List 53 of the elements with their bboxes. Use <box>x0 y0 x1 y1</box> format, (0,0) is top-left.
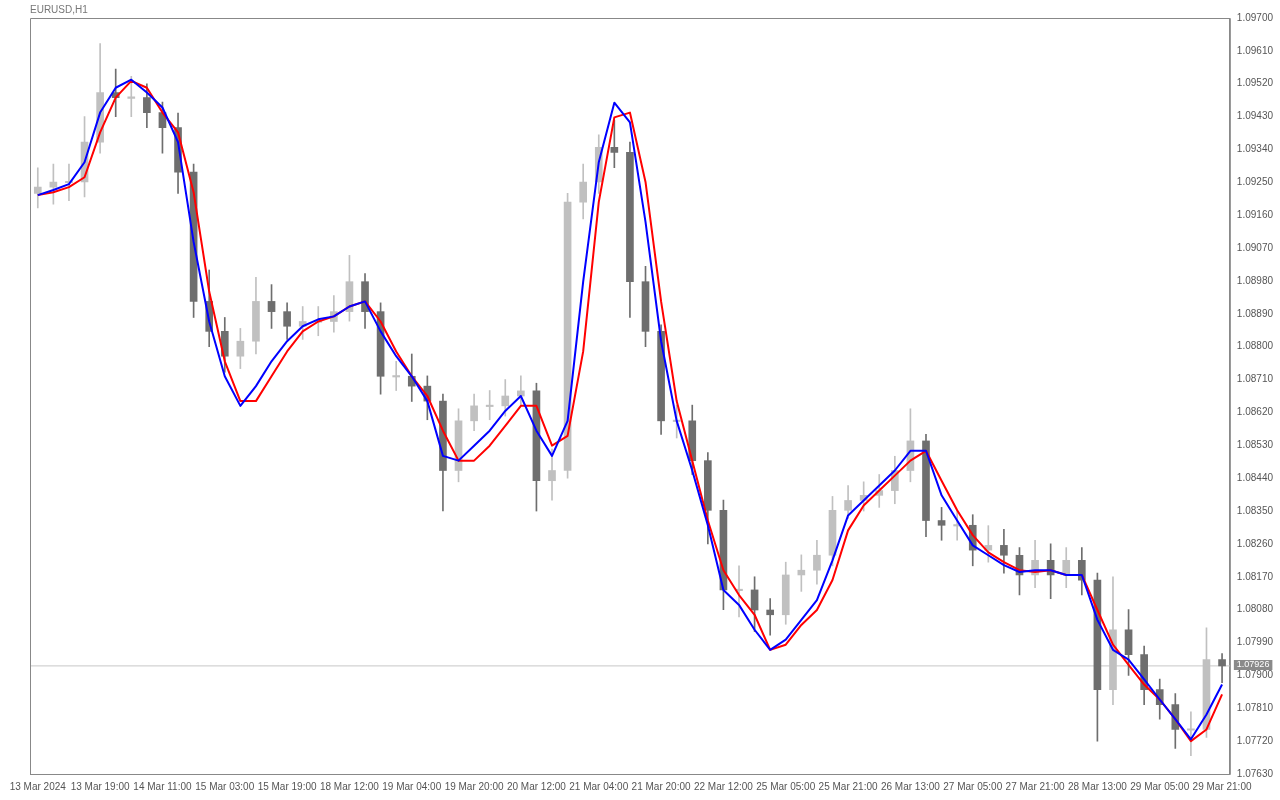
x-tick-label: 28 Mar 13:00 <box>1067 780 1128 792</box>
x-tick-label: 21 Mar 04:00 <box>569 780 629 792</box>
y-tick-label: 1.09340 <box>1236 143 1274 155</box>
x-tick-label: 25 Mar 21:00 <box>818 780 878 792</box>
x-tick-label: 20 Mar 12:00 <box>506 780 567 792</box>
chart-title: EURUSD,H1 <box>30 3 89 15</box>
y-tick-label: 1.09160 <box>1236 208 1274 220</box>
candlestick <box>485 390 494 421</box>
y-tick-label: 1.07990 <box>1236 636 1274 648</box>
candlestick <box>127 76 136 117</box>
y-tick-label: 1.08710 <box>1236 373 1274 385</box>
x-tick-label: 27 Mar 05:00 <box>943 780 1003 792</box>
candlestick <box>766 598 774 636</box>
candlestick <box>33 167 42 209</box>
x-tick-label: 21 Mar 20:00 <box>631 780 691 792</box>
x-tick-label: 25 Mar 05:00 <box>756 780 816 792</box>
y-tick-label: 1.09700 <box>1236 11 1274 23</box>
y-tick-label: 1.08350 <box>1236 504 1274 516</box>
y-tick-label: 1.07810 <box>1236 702 1274 714</box>
x-tick-label: 13 Mar 19:00 <box>70 780 131 792</box>
x-tick-label: 13 Mar 2024 <box>9 780 67 792</box>
x-tick-label: 18 Mar 12:00 <box>319 780 380 792</box>
candlestick <box>1218 653 1226 684</box>
y-tick-label: 1.09070 <box>1236 241 1274 253</box>
x-tick-label: 19 Mar 20:00 <box>444 780 504 792</box>
candlestick <box>1187 711 1195 757</box>
x-tick-label: 29 Mar 21:00 <box>1192 780 1252 792</box>
y-tick-label: 1.07900 <box>1236 669 1274 681</box>
y-tick-label: 1.08800 <box>1236 340 1274 352</box>
y-tick-label: 1.07720 <box>1236 734 1274 746</box>
ref-line-label: 1.07926 <box>1236 659 1270 670</box>
x-tick-label: 29 Mar 05:00 <box>1130 780 1190 792</box>
y-tick-label: 1.08260 <box>1236 537 1274 549</box>
x-tick-label: 27 Mar 21:00 <box>1005 780 1065 792</box>
candlestick <box>392 360 401 391</box>
y-tick-label: 1.09610 <box>1236 44 1274 56</box>
y-tick-label: 1.08620 <box>1236 406 1274 418</box>
y-tick-label: 1.07630 <box>1236 767 1274 779</box>
y-tick-label: 1.09520 <box>1236 77 1274 89</box>
y-tick-label: 1.09250 <box>1236 176 1274 188</box>
y-tick-label: 1.08890 <box>1236 307 1274 319</box>
x-tick-label: 15 Mar 19:00 <box>257 780 318 792</box>
x-tick-label: 14 Mar 11:00 <box>133 780 192 792</box>
y-tick-label: 1.08530 <box>1236 439 1274 451</box>
x-tick-label: 26 Mar 13:00 <box>880 780 941 792</box>
x-tick-label: 22 Mar 12:00 <box>693 780 754 792</box>
x-tick-label: 15 Mar 03:00 <box>195 780 255 792</box>
y-tick-label: 1.08170 <box>1236 570 1274 582</box>
y-tick-label: 1.09430 <box>1236 110 1274 122</box>
y-tick-label: 1.08080 <box>1236 603 1274 615</box>
y-tick-label: 1.08980 <box>1236 274 1274 286</box>
x-tick-label: 19 Mar 04:00 <box>382 780 442 792</box>
y-tick-label: 1.08440 <box>1236 471 1274 483</box>
